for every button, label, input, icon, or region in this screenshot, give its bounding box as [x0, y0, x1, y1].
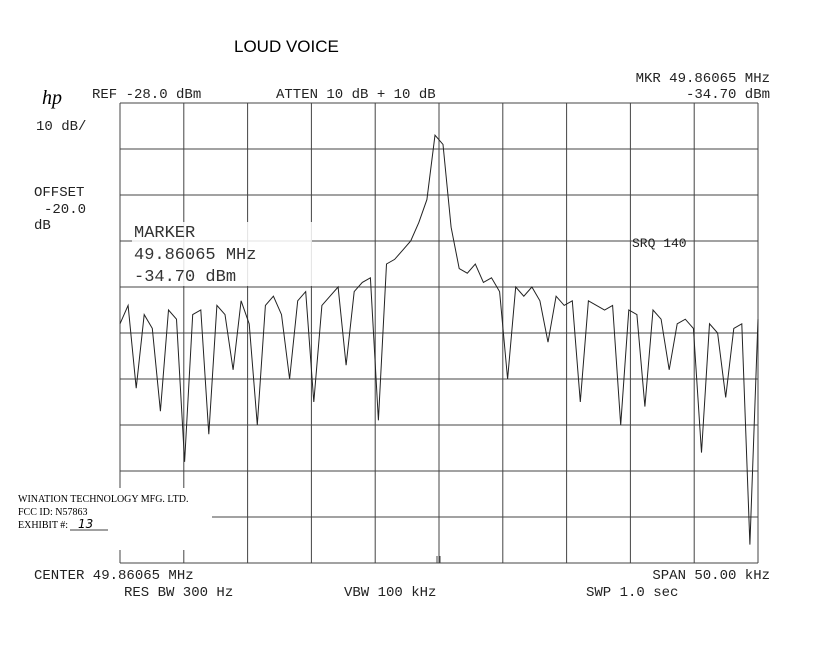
- stamp-fcc: FCC ID: N57863: [18, 507, 87, 518]
- title: LOUD VOICE: [234, 37, 339, 56]
- center-frequency: CENTER 49.86065 MHz: [34, 568, 194, 584]
- spectrum-trace: [119, 134, 759, 545]
- marker-bg: [132, 222, 312, 286]
- vbw: VBW 100 kHz: [344, 585, 436, 601]
- stamp-bg: [14, 488, 212, 550]
- marker-label: MARKER: [134, 224, 195, 243]
- stamp-exhibit-label: EXHIBIT #:: [18, 520, 68, 531]
- stamp-exhibit-number: 13: [78, 517, 93, 531]
- offset-value: -20.0: [44, 202, 86, 218]
- sweep: SWP 1.0 sec: [586, 585, 678, 601]
- ref-level: REF -28.0 dBm: [92, 87, 201, 103]
- span: SPAN 50.00 kHz: [652, 568, 770, 584]
- marker-level-box: -34.70 dBm: [134, 268, 236, 287]
- marker-frequency: MKR 49.86065 MHz: [636, 71, 770, 87]
- attenuation: ATTEN 10 dB + 10 dB: [276, 87, 436, 103]
- offset-unit: dB: [34, 218, 51, 234]
- marker-frequency-box: 49.86065 MHz: [134, 246, 256, 265]
- srq: SRQ 140: [632, 236, 687, 251]
- marker-level: -34.70 dBm: [686, 87, 770, 103]
- logo: hp: [42, 87, 62, 109]
- stamp-company: WINATION TECHNOLOGY MFG. LTD.: [18, 494, 188, 505]
- res-bw: RES BW 300 Hz: [124, 585, 233, 601]
- offset-label: OFFSET: [34, 185, 84, 201]
- grid: [119, 102, 759, 564]
- scale: 10 dB/: [36, 119, 86, 135]
